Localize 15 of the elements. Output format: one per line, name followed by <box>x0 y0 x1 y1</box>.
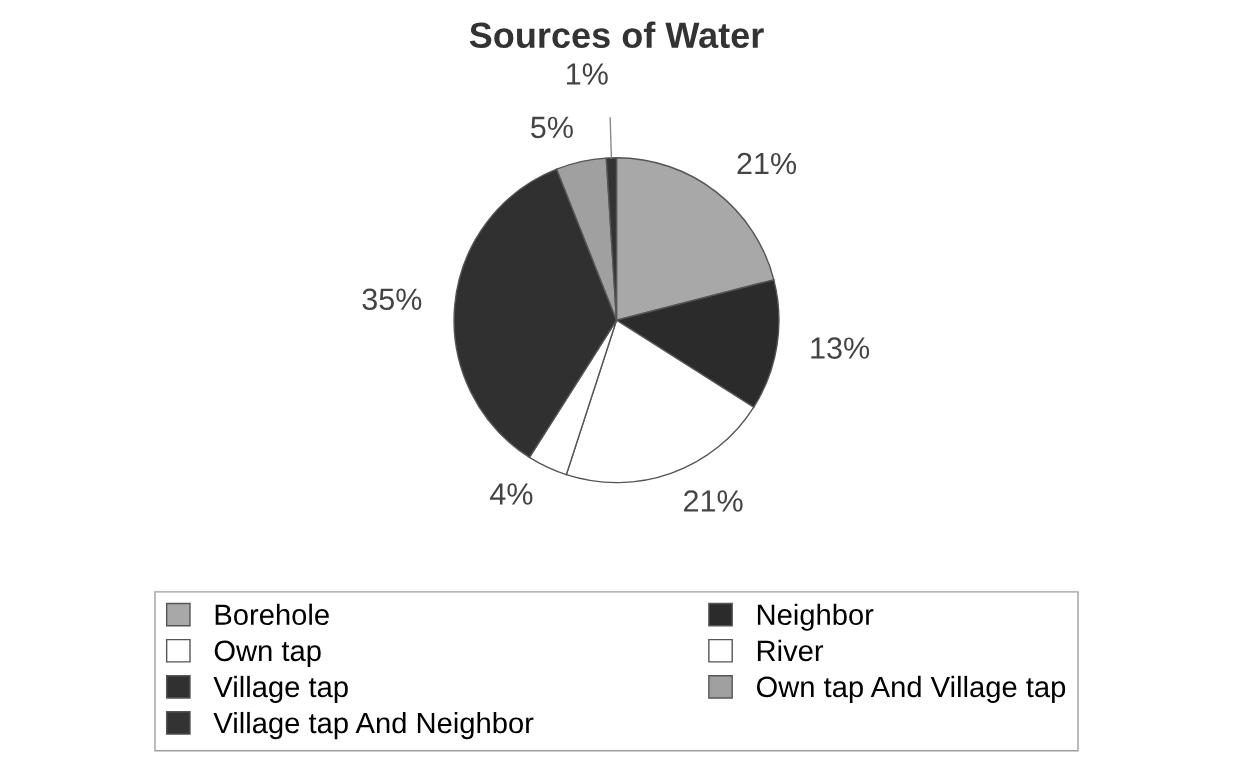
data-label: 5% <box>531 116 573 139</box>
legend-label: Own tap <box>214 640 321 667</box>
data-label: 13% <box>811 337 870 359</box>
data-label: 35% <box>362 288 422 311</box>
legend-label: River <box>757 639 824 662</box>
data-label: 4% <box>490 483 533 505</box>
data-label: 1% <box>567 63 608 85</box>
legend-label: Own tap And Village tap <box>756 675 1066 704</box>
data-label: 21% <box>684 490 743 512</box>
chart-title: Sources of Water <box>469 21 764 49</box>
legend-label: Neighbor <box>757 603 874 631</box>
legend-label: Village tap <box>213 675 348 704</box>
legend-label: Village tap And Neighbor <box>213 711 534 740</box>
data-label: 21% <box>737 152 797 175</box>
legend-label: Borehole <box>215 603 329 626</box>
